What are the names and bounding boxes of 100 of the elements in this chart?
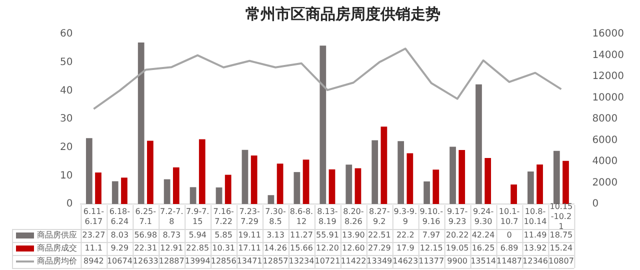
legend-label: 商品房成交: [37, 244, 77, 253]
data-label: 12.20: [316, 244, 339, 253]
x-tick-label: 10.1-10.7: [498, 207, 520, 226]
bar: [138, 42, 144, 204]
data-label: 3.13: [266, 230, 284, 240]
bar: [147, 140, 154, 204]
bar: [510, 184, 517, 204]
data-label: 10674: [106, 256, 132, 266]
bar: [121, 178, 128, 204]
x-tick-label: 9.3-9.9: [394, 207, 417, 226]
x-tick-label: 7.2-7.8: [160, 207, 184, 226]
data-label: 11.49: [524, 230, 547, 240]
data-label: 12.60: [342, 244, 365, 253]
data-label: 8942: [84, 256, 104, 266]
bar: [562, 160, 569, 204]
data-label: 11.27: [290, 230, 313, 240]
x-tick-label: 6.18-6.24: [109, 207, 130, 226]
bar: [242, 150, 248, 204]
data-label: 10807: [548, 256, 574, 266]
data-label: 16.25: [472, 244, 495, 253]
data-label: 5.85: [214, 230, 232, 240]
y2-tick-label: 6000: [592, 134, 618, 146]
data-label: 11422: [340, 256, 366, 266]
bar: [224, 174, 232, 204]
x-tick-label: 7.9-7.15: [186, 207, 210, 226]
bar: [432, 170, 440, 204]
bar: [276, 164, 284, 204]
x-tick-label: 8.13-8.19: [317, 207, 338, 226]
y-tick-label: 40: [60, 85, 73, 96]
x-tick-label: 6.11-6.17: [83, 207, 104, 226]
bar: [328, 169, 336, 204]
bar: [250, 156, 258, 204]
data-label: 22.2: [396, 230, 414, 240]
data-label: 13.90: [342, 230, 365, 240]
data-label: 12856: [210, 256, 236, 266]
x-tick-label: 10.15-10.21: [550, 202, 573, 232]
data-label: 11487: [496, 256, 522, 266]
data-label: 8.03: [110, 230, 129, 240]
chart-title: 常州市区商品房周度供销走势: [246, 4, 440, 23]
data-label: 11.1: [84, 244, 103, 253]
data-label: 12857: [262, 256, 288, 266]
legend-label: 商品房均价: [37, 256, 77, 266]
data-label: 12.91: [160, 244, 184, 253]
bar: [528, 171, 534, 204]
data-label: 19.05: [446, 244, 469, 253]
data-label: 17.11: [238, 244, 261, 253]
y2-tick-label: 10000: [592, 92, 624, 104]
bar: [450, 146, 456, 204]
bar: [398, 141, 404, 204]
data-label: 12346: [522, 256, 548, 266]
data-label: 42.24: [472, 230, 495, 240]
data-label: 55.91: [316, 230, 339, 240]
x-tick-label: 7.23-7.29: [239, 207, 260, 226]
data-label: 13471: [236, 256, 262, 266]
y-tick-label: 50: [60, 56, 73, 68]
bar: [294, 172, 300, 204]
data-label: 10721: [314, 256, 340, 266]
data-label: 12633: [132, 256, 158, 266]
data-label: 18.75: [550, 230, 573, 240]
data-label: 6.89: [500, 244, 518, 253]
data-label: 13349: [366, 256, 392, 266]
bar: [190, 187, 196, 204]
bar: [198, 139, 206, 204]
bar: [406, 153, 414, 204]
y-tick-label: 10: [60, 170, 73, 182]
x-tick-label: 9.17-9.23: [446, 207, 468, 226]
y2-tick-label: 0: [592, 198, 599, 210]
x-tick-label: 6.25-7.1: [135, 207, 156, 226]
x-tick-label: 9.24-9.30: [472, 207, 494, 226]
y-tick-label: 60: [60, 28, 73, 40]
bar: [320, 46, 326, 204]
bar: [553, 150, 560, 204]
bar: [268, 195, 274, 204]
data-label: 15.24: [550, 244, 573, 253]
x-tick-label: 9.10.-9.16: [420, 207, 444, 226]
y2-tick-label: 14000: [592, 50, 624, 61]
bar: [372, 140, 378, 204]
data-label: 13.92: [524, 244, 547, 253]
data-label: 13994: [184, 256, 210, 266]
data-label: 22.31: [134, 244, 158, 253]
y2-tick-label: 12000: [592, 71, 624, 82]
data-label: 8.73: [162, 230, 181, 240]
y2-tick-label: 16000: [592, 28, 624, 40]
x-tick-label: 10.8-10.14: [524, 207, 547, 226]
y2-tick-label: 4000: [592, 156, 618, 168]
data-label: 14.26: [264, 244, 287, 253]
data-label: 22.51: [368, 230, 391, 240]
data-label: 9900: [447, 256, 468, 266]
data-label: 15.66: [290, 244, 313, 253]
bar: [476, 84, 482, 204]
x-tick-label: 8.20-8.26: [343, 207, 364, 226]
y-tick-label: 20: [60, 142, 73, 153]
bar: [112, 181, 118, 204]
data-label: 9.29: [110, 244, 129, 253]
bar: [458, 150, 466, 204]
bar: [302, 160, 310, 204]
data-label: 56.98: [134, 230, 158, 240]
x-tick-label: 8.6-8.12: [290, 207, 314, 226]
y-tick-label: 30: [60, 114, 73, 125]
data-label: 13514: [470, 256, 496, 266]
